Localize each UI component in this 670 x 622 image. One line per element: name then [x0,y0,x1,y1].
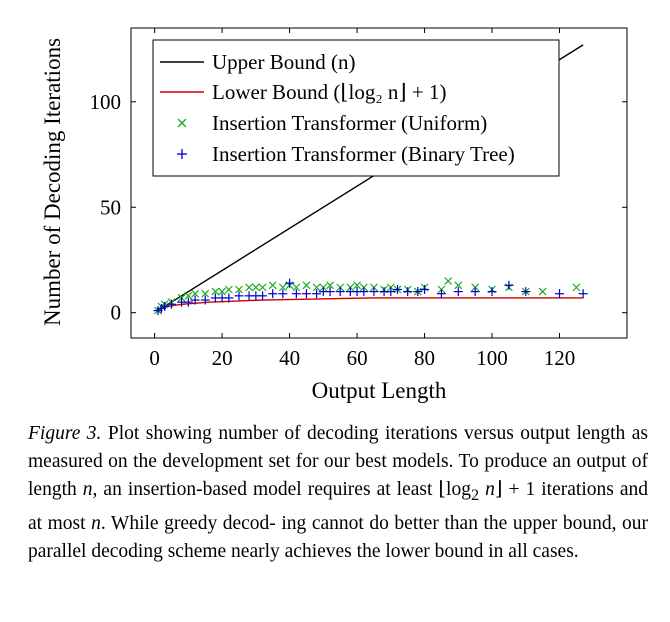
legend-label-binary-tree: Insertion Transformer (Binary Tree) [212,142,515,166]
binary-tree-point [335,287,345,297]
binary-tree-point [487,287,497,297]
uniform-point [302,281,311,290]
y-tick-label: 50 [100,195,121,219]
uniform-point [292,283,301,292]
legend: Upper Bound (n) Lower Bound (⌊log₂ n⌋ + … [152,39,560,177]
uniform-point [454,281,463,290]
uniform-point [211,287,220,296]
caption-line-5: ing cannot do better than the upper boun… [28,512,649,562]
scatter-chart: 0 20 40 60 80 100 120 0 50 100 Output Length Numb… [40,27,628,403]
binary-tree-point [190,295,200,305]
binary-tree-point [453,287,463,297]
binary-tree-point [312,289,322,299]
y-tick-label: 0 [111,301,122,325]
caption-var-n-2: n [485,479,495,501]
binary-tree-point [436,289,446,299]
x-tick-label: 100 [476,346,508,370]
uniform-point [312,283,321,292]
binary-tree-point [278,289,288,299]
x-tick-label: 40 [279,346,300,370]
binary-tree-point [420,284,430,294]
binary-tree-point [413,287,423,297]
caption-line-3b: , an insertion-based model requires [92,479,371,501]
binary-tree-point [325,287,335,297]
caption-line-4c: ⌋ + 1 iterations and at most [28,479,649,534]
uniform-point [191,289,200,298]
caption-line-6: scheme nearly achieves the lower bound i… [167,540,579,562]
x-tick-label: 20 [212,346,233,370]
binary-tree-point [470,287,480,297]
legend-marker-uniform [177,118,187,128]
figure-caption: Figure 3. Plot showing number of decodin… [28,420,648,566]
x-tick-label: 80 [414,346,435,370]
uniform-point [251,283,260,292]
binary-tree-point [301,289,311,299]
legend-label-upper-bound: Upper Bound (n) [212,50,355,74]
binary-tree-point [369,287,379,297]
legend-label-uniform: Insertion Transformer (Uniform) [212,111,487,135]
x-tick-label: 60 [347,346,368,370]
uniform-point [538,287,547,296]
axes-frame [130,27,628,339]
binary-tree-point [393,284,403,294]
uniform-point [235,285,243,294]
x-axis-label: Output Length [312,378,447,403]
binary-tree-point [200,295,210,305]
caption-line-1: Plot showing number of decoding iteratio… [101,423,571,444]
uniform-point [201,289,210,298]
binary-tree-point [224,293,234,303]
binary-tree-point [160,301,170,311]
binary-tree-point [183,297,193,307]
binary-tree-point [359,287,369,297]
binary-tree-point [555,289,565,299]
binary-tree-point [258,291,268,301]
binary-tree-point [291,289,301,299]
binary-tree-point [578,289,588,299]
binary-tree-point [386,287,396,297]
legend-marker-binary-tree [177,149,187,159]
uniform-point [258,283,267,292]
uniform-point [353,281,361,290]
uniform-point [278,283,287,292]
binary-tree-point [234,291,244,301]
uniform-point [224,285,233,294]
uniform-point [572,283,581,292]
uniform-point [268,281,277,290]
binary-tree-point [285,278,295,288]
uniform-point [245,283,254,292]
uniform-point [444,277,453,285]
caption-label: Figure 3. [28,423,102,444]
caption-var-n-3: n [91,512,101,534]
binary-tree-point [166,299,176,309]
axis-ticks: 0 20 40 60 80 100 120 0 50 100 [90,28,627,370]
y-axis-label: Number of Decoding Iterations [40,38,65,326]
binary-tree-point [521,287,531,297]
uniform-point [184,291,193,300]
plot-area [153,44,588,316]
caption-log-sub: 2 [470,486,480,505]
uniform-point [218,287,227,296]
caption-line-4a: at least ⌊log [376,479,471,501]
binary-tree-point [268,289,278,299]
x-tick-label: 120 [544,346,576,370]
caption-line-4d: . While greedy decod- [100,512,276,534]
caption-var-n: n [82,479,93,501]
legend-box [152,39,560,177]
uniform-point [326,281,334,290]
x-tick-label: 0 [149,346,160,370]
binary-tree-point [504,280,514,290]
y-tick-label: 100 [90,90,122,114]
caption-line-2: length as measured on the development se… [28,423,648,473]
binary-tree-point [403,287,413,297]
legend-label-lower-bound: Lower Bound (⌊log₂ n⌋ + 1) [212,80,446,104]
caption-line-3a: produce an output of length [28,451,648,501]
